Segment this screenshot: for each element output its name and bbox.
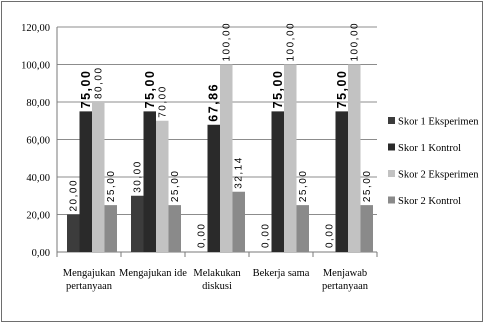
bar — [67, 214, 80, 252]
legend-swatch — [388, 170, 395, 177]
data-label: 25,00 — [170, 170, 181, 203]
data-label: 80,00 — [93, 66, 104, 99]
data-label: 0,00 — [196, 223, 207, 248]
data-label: 70,00 — [157, 85, 168, 118]
bar — [284, 64, 297, 252]
x-category-label: Menjawab pertanyaan — [322, 268, 369, 292]
legend-label: Skor 2 Kontrol — [398, 196, 461, 207]
bar — [168, 205, 181, 252]
y-tick-label: 20,00 — [26, 211, 50, 222]
data-label: 0,00 — [260, 223, 271, 248]
legend-swatch — [388, 196, 395, 204]
y-tick-label: 80,00 — [26, 98, 50, 109]
bar — [131, 195, 144, 252]
bar — [143, 111, 156, 252]
data-label: 75,00 — [271, 70, 285, 109]
bar — [271, 111, 284, 252]
x-category-label: Mengajukan pertanyaan — [63, 268, 116, 292]
y-tick-label: 100,00 — [21, 61, 50, 72]
bar — [220, 64, 233, 252]
bar — [92, 102, 105, 252]
y-tick-label: 60,00 — [26, 136, 50, 147]
bar — [232, 191, 245, 252]
y-tick-label: 40,00 — [26, 173, 50, 184]
data-label: 75,00 — [143, 70, 157, 109]
data-label: 30,00 — [132, 160, 143, 193]
bar — [79, 111, 92, 252]
bar — [296, 205, 309, 252]
data-label: 20,00 — [68, 179, 79, 212]
y-tick-label: 120,00 — [21, 23, 50, 34]
legend-label: Skor 1 Eksperimen — [398, 117, 479, 128]
data-label: 100,00 — [221, 22, 232, 62]
data-label: 75,00 — [79, 70, 93, 109]
legend-label: Skor 1 Kontrol — [398, 143, 461, 154]
data-label: 25,00 — [298, 170, 309, 203]
legend-label: Skor 2 Eksperimen — [398, 170, 479, 181]
legend-swatch — [388, 143, 395, 151]
bar — [104, 205, 117, 252]
legend-swatch — [388, 117, 395, 124]
data-label: 0,00 — [324, 223, 335, 248]
bar — [335, 111, 348, 252]
y-tick-label: 0,00 — [32, 248, 50, 259]
data-label: 25,00 — [362, 170, 373, 203]
x-category-label: Melakukan diskusi — [193, 268, 241, 292]
data-label: 75,00 — [335, 70, 349, 109]
data-label: 100,00 — [285, 22, 296, 62]
data-label: 25,00 — [106, 170, 117, 203]
data-label: 67,86 — [207, 83, 221, 122]
x-category-label: Bekerja sama — [253, 268, 310, 279]
bar — [348, 64, 361, 252]
bar — [207, 124, 220, 252]
bar — [156, 120, 169, 252]
bar — [360, 205, 373, 252]
data-label: 32,14 — [234, 156, 245, 189]
data-label: 100,00 — [349, 22, 360, 62]
x-category-label: Mengajukan ide — [119, 268, 187, 279]
